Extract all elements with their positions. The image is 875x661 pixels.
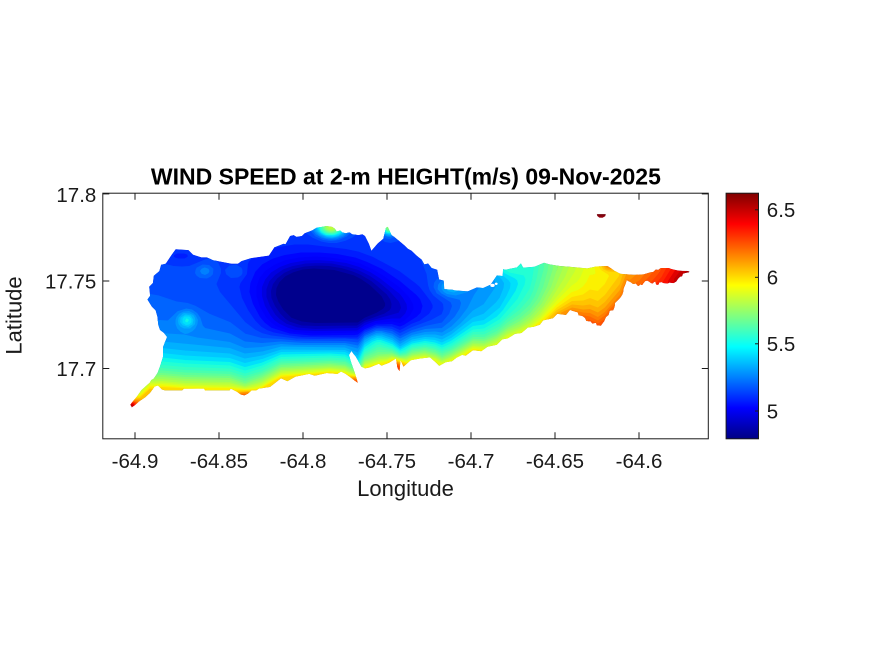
svg-text:-64.85: -64.85 (190, 450, 248, 473)
svg-text:5.5: 5.5 (767, 333, 796, 356)
svg-text:17.8: 17.8 (56, 184, 96, 207)
svg-text:17.7: 17.7 (56, 358, 96, 381)
svg-text:-64.7: -64.7 (448, 450, 495, 473)
svg-text:5: 5 (767, 400, 778, 423)
svg-text:-64.6: -64.6 (616, 450, 663, 473)
svg-text:-64.65: -64.65 (526, 450, 584, 473)
svg-text:-64.8: -64.8 (280, 450, 327, 473)
svg-text:Latitude: Latitude (2, 276, 27, 354)
svg-text:6: 6 (767, 267, 778, 290)
svg-text:-64.75: -64.75 (358, 450, 416, 473)
svg-text:6.5: 6.5 (767, 199, 796, 222)
svg-text:17.75: 17.75 (45, 270, 96, 293)
svg-text:-64.9: -64.9 (112, 450, 159, 473)
svg-text:Longitude: Longitude (357, 476, 454, 501)
svg-text:WIND SPEED at 2-m HEIGHT(m/s): WIND SPEED at 2-m HEIGHT(m/s) 09-Nov-202… (151, 164, 661, 190)
